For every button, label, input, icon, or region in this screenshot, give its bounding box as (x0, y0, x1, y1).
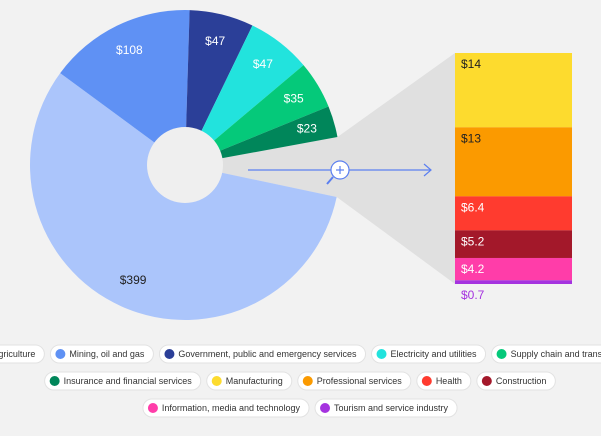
pie-slice-other (185, 137, 340, 197)
legend-marker (421, 376, 432, 386)
legend-pill (142, 398, 310, 418)
value-label: $108 (116, 43, 143, 57)
magnifier-handle (326, 176, 334, 185)
legend-label: Construction (496, 376, 547, 386)
bar-segment (455, 230, 572, 258)
legend-label: Health (436, 376, 462, 386)
legend-item: Manufacturing (206, 371, 293, 391)
pie-hole (147, 127, 223, 203)
legend-item: Health (416, 371, 472, 391)
legend-item: Supply chain and transport (491, 344, 601, 364)
zoom-arrow (248, 160, 432, 185)
legend-pill (206, 371, 293, 391)
value-label: $399 (120, 273, 147, 287)
pie-slice (185, 10, 253, 165)
legend-label: Information, media and technology (162, 403, 301, 413)
legend-marker (496, 349, 507, 359)
value-label: $0.7 (461, 288, 485, 302)
bar-segment (455, 280, 572, 284)
legend-marker (49, 376, 60, 386)
legend-pill (158, 344, 367, 364)
legend-item: Tourism and service industry (314, 398, 458, 418)
legend: Agriculture Mining, oil and gas Government… (0, 344, 601, 418)
legend-item: Insurance and financial services (44, 371, 202, 391)
bar-layer: $14 $13 $6.4 $5.2 $4.2 $0.7 (455, 53, 572, 302)
value-label: $47 (253, 57, 273, 71)
legend-pill (314, 398, 458, 418)
legend-label: Mining, oil and gas (69, 349, 145, 359)
value-label: $14 (461, 57, 481, 71)
pie-layer: $399 $108 $47 $47 $35 $23 (30, 10, 340, 320)
legend-label: Manufacturing (226, 376, 283, 386)
pie-slice (60, 10, 190, 166)
legend-label: Insurance and financial services (64, 376, 193, 386)
legend-pill (49, 344, 154, 364)
legend-marker (164, 349, 175, 359)
legend-pill (371, 344, 487, 364)
legend-label: Supply chain and transport (511, 349, 601, 359)
legend-item: Mining, oil and gas (49, 344, 154, 364)
legend-label: Government, public and emergency service… (178, 349, 357, 359)
pie-slice (185, 65, 329, 165)
bar-segment (455, 53, 572, 128)
legend-label: Electricity and utilities (391, 349, 478, 359)
legend-marker (55, 349, 66, 359)
arrow-head (423, 163, 432, 177)
legend-item: Government, public and emergency service… (158, 344, 367, 364)
legend-item: Information, media and technology (142, 398, 310, 418)
bar-segment (455, 196, 572, 231)
legend-marker (302, 376, 313, 386)
legend-pill (491, 344, 601, 364)
legend-marker (147, 403, 158, 413)
pie-slice (185, 106, 338, 165)
legend-marker (211, 376, 222, 386)
legend-item: Electricity and utilities (371, 344, 487, 364)
legend-marker (376, 349, 387, 359)
value-label: $47 (205, 34, 225, 48)
legend-marker (481, 376, 492, 386)
legend-pill (416, 371, 472, 391)
legend-item: Construction (476, 371, 556, 391)
legend-item: Agriculture (0, 344, 45, 364)
value-label: $13 (461, 132, 481, 146)
legend-pill (44, 371, 202, 391)
legend-item: Professional services (297, 371, 412, 391)
legend-pill (476, 371, 556, 391)
pie-slice (185, 25, 304, 165)
legend-label: Tourism and service industry (334, 403, 449, 413)
legend-marker (320, 403, 331, 413)
legend-pill (0, 344, 45, 364)
legend-label: Agriculture (0, 349, 35, 359)
value-label: $6.4 (461, 201, 485, 215)
legend-label: Professional services (317, 376, 403, 386)
bar-segment (455, 127, 572, 197)
value-label: $35 (284, 91, 304, 105)
value-label: $4.2 (461, 262, 485, 276)
value-label: $23 (297, 122, 317, 136)
value-label: $5.2 (461, 235, 485, 249)
bar-segment (455, 257, 572, 281)
legend-pill (297, 371, 412, 391)
